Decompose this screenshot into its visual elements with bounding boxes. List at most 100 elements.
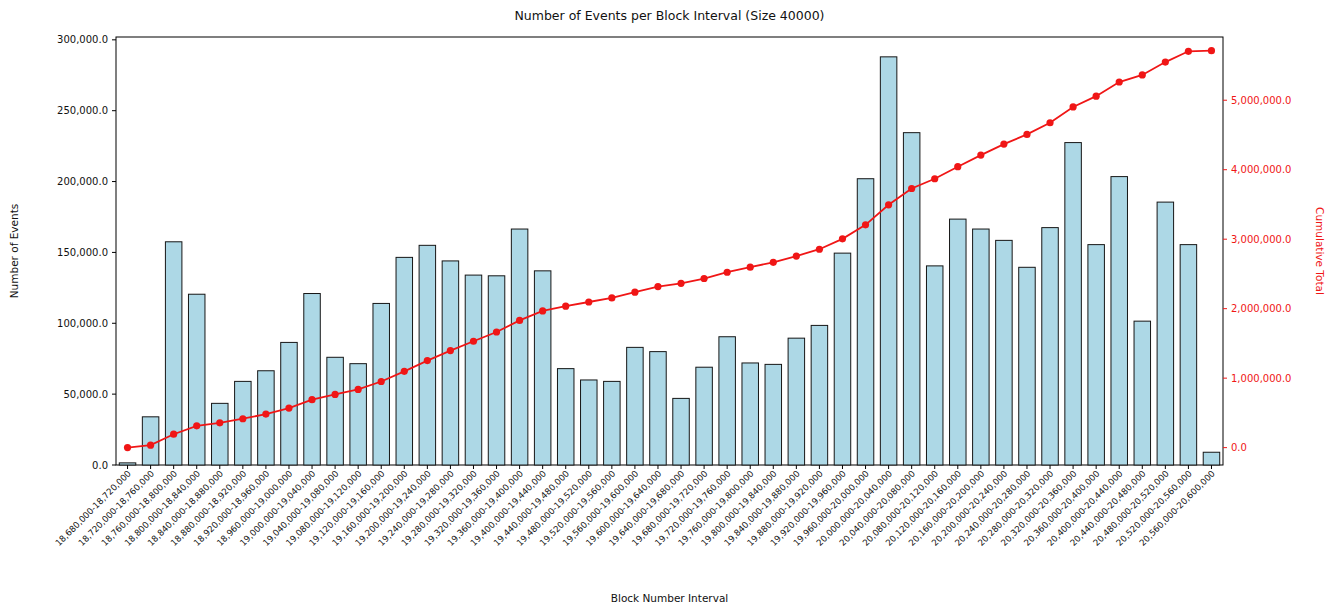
cumulative-marker [931,175,938,182]
bar [419,245,436,465]
cumulative-marker [608,294,615,301]
right-tick-label: 5,000,000.0 [1231,95,1291,106]
cumulative-marker [1162,58,1169,65]
cumulative-marker [770,259,777,266]
right-tick-label: 4,000,000.0 [1231,164,1291,175]
left-tick-label: 100,000.0 [57,318,108,329]
bar [188,294,205,465]
bar [534,271,551,465]
bar [627,347,644,465]
left-tick-label: 50,000.0 [63,389,108,400]
bar [742,363,759,465]
right-tick-label: 2,000,000.0 [1231,303,1291,314]
bar [1042,228,1059,465]
bar [581,380,598,465]
cumulative-marker [724,269,731,276]
cumulative-marker [355,386,362,393]
cumulative-marker [216,419,223,426]
cumulative-marker [677,280,684,287]
bar [604,381,621,465]
bar [926,266,943,465]
cumulative-marker [331,391,338,398]
cumulative-marker [539,307,546,314]
bar [1065,143,1082,465]
cumulative-marker [470,338,477,345]
bar [788,338,805,465]
bar [973,229,990,465]
bar [903,133,920,465]
cumulative-marker [193,422,200,429]
bar [650,352,667,465]
bar [1088,245,1105,465]
bar [765,364,782,465]
bar [350,364,367,465]
bar [1180,245,1197,465]
bar [119,463,136,465]
cumulative-marker [977,152,984,159]
bar [442,261,459,465]
bar [1157,202,1174,465]
left-tick-label: 200,000.0 [57,176,108,187]
cumulative-marker [885,201,892,208]
bar [1203,452,1220,465]
cumulative-marker [170,431,177,438]
cumulative-marker [493,328,500,335]
bar [719,337,736,465]
cumulative-marker [700,275,707,282]
cumulative-marker [908,185,915,192]
bar [235,381,252,465]
cumulative-marker [124,444,131,451]
bar [396,257,413,465]
cumulative-marker [562,303,569,310]
cumulative-marker [424,357,431,364]
cumulative-marker [631,289,638,296]
cumulative-marker [516,317,523,324]
cumulative-marker [1208,47,1215,54]
bar [880,57,897,465]
bar [696,367,713,465]
cumulative-marker [793,252,800,259]
right-tick-label: 3,000,000.0 [1231,234,1291,245]
cumulative-marker [1116,78,1123,85]
cumulative-marker [308,396,315,403]
bar [142,417,159,465]
bar [1134,321,1151,465]
bar [1019,267,1036,465]
bar [258,371,275,465]
bar [281,342,298,465]
left-tick-label: 250,000.0 [57,105,108,116]
right-tick-label: 1,000,000.0 [1231,373,1291,384]
left-tick-label: 0.0 [92,460,108,471]
cumulative-marker [1023,131,1030,138]
bar [511,229,528,465]
bar [212,403,229,465]
cumulative-marker [954,163,961,170]
cumulative-marker [147,442,154,449]
left-tick-label: 150,000.0 [57,247,108,258]
bar [811,325,828,465]
cumulative-marker [1093,93,1100,100]
cumulative-marker [239,415,246,422]
bar [996,240,1013,465]
cumulative-marker [654,283,661,290]
bar [673,398,690,465]
bar [834,253,851,465]
bar [1111,177,1128,465]
cumulative-marker [839,235,846,242]
cumulative-marker [401,368,408,375]
chart-plot: 0.0 50,000.0 100,000.0 150,000.0 200,000.0 25… [0,0,1336,615]
cumulative-marker [816,246,823,253]
cumulative-marker [447,347,454,354]
cumulative-marker [1139,71,1146,78]
cumulative-marker [1000,141,1007,148]
cumulative-marker [585,298,592,305]
bar [488,276,505,465]
cumulative-marker [1185,48,1192,55]
right-tick-label: 0.0 [1231,442,1247,453]
chart-figure: Number of Events per Block Interval (Siz… [0,0,1336,615]
cumulative-marker [378,378,385,385]
bar [327,357,344,465]
bar [557,369,574,465]
cumulative-marker [262,411,269,418]
bar [304,294,321,465]
